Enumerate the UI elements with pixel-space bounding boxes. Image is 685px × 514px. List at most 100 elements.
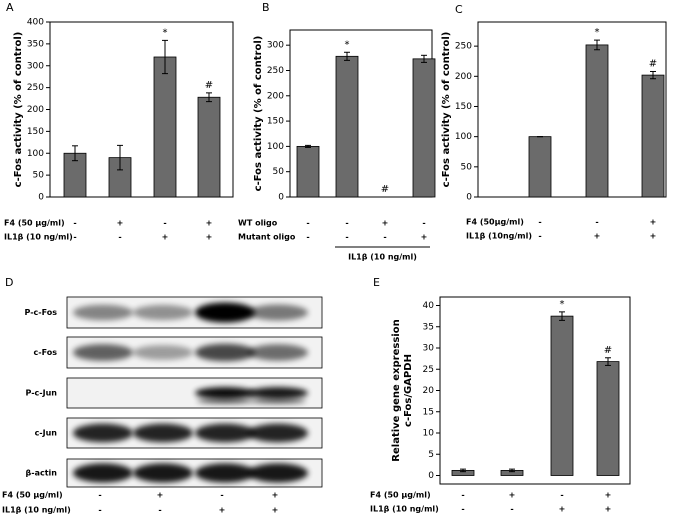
blot-band — [73, 344, 133, 361]
y-tick-label: 10 — [423, 429, 435, 439]
significance-mark: # — [604, 345, 612, 356]
condition-sign: - — [461, 491, 464, 500]
blot-band — [248, 387, 308, 399]
condition-sign: + — [559, 505, 566, 514]
y-tick-label: 25 — [423, 365, 434, 375]
y-tick-label: 350 — [27, 39, 44, 49]
significance-mark: * — [560, 299, 565, 310]
y-tick-label: 30 — [423, 344, 435, 354]
blot-band — [73, 423, 133, 443]
bar — [585, 44, 609, 198]
blot-row-label: c-Fos — [34, 348, 58, 357]
blot-band — [248, 344, 308, 361]
condition-sign: + — [117, 219, 124, 228]
y-tick-label: 15 — [423, 407, 434, 417]
y-tick-label: 150 — [455, 102, 472, 112]
condition-sign: + — [605, 505, 612, 514]
condition-label: F4 (50μg/ml) — [466, 218, 524, 227]
y-axis-label: c-Fos activity (% of control) — [13, 32, 24, 188]
condition-sign: + — [219, 506, 226, 514]
condition-sign: + — [157, 491, 164, 500]
condition-label: IL1β (10 ng/ml) — [370, 505, 439, 514]
condition-label: F4 (50 μg/ml) — [2, 491, 63, 500]
y-tick-label: 0 — [466, 193, 472, 203]
significance-mark: * — [595, 27, 600, 38]
condition-sign: - — [345, 233, 348, 242]
condition-sign: - — [220, 491, 223, 500]
y-tick-label: 250 — [267, 66, 284, 76]
panel-label: E — [373, 276, 380, 289]
condition-sign: - — [560, 491, 563, 500]
y-tick-label: 300 — [27, 61, 44, 71]
y-tick-label: 100 — [455, 132, 472, 142]
condition-sign: - — [538, 232, 541, 241]
panel-label: C — [455, 3, 463, 16]
condition-sign: - — [422, 219, 425, 228]
condition-label: IL1β (10 ng/ml) — [2, 506, 71, 514]
bar — [412, 58, 436, 198]
significance-mark: * — [345, 39, 350, 50]
blot-band — [133, 304, 193, 321]
blot-band — [133, 345, 193, 360]
condition-sign: - — [98, 491, 101, 500]
condition-sign: - — [158, 506, 161, 514]
condition-sign: - — [510, 505, 513, 514]
y-tick-label: 50 — [33, 171, 45, 181]
y-tick-label: 200 — [267, 91, 284, 101]
panel-label: B — [262, 1, 270, 14]
condition-sign: - — [383, 233, 386, 242]
y-tick-label: 400 — [27, 18, 44, 28]
significance-mark: # — [381, 184, 389, 195]
blot-band — [195, 343, 255, 362]
condition-sign: - — [538, 218, 541, 227]
condition-label: WT oligo — [238, 219, 278, 228]
condition-sign: + — [162, 233, 169, 242]
condition-sign: + — [206, 219, 213, 228]
condition-sign: + — [605, 491, 612, 500]
y-tick-label: 0 — [278, 193, 284, 203]
y-axis-label: c-Fos activity (% of control) — [441, 32, 452, 188]
significance-mark: # — [205, 80, 213, 91]
y-tick-label: 0 — [38, 193, 44, 203]
y-tick-label: 250 — [27, 83, 44, 93]
condition-label: IL1β (10ng/ml) — [466, 232, 532, 241]
blot-band — [248, 423, 308, 443]
condition-sign: - — [163, 219, 166, 228]
y-tick-label: 200 — [455, 72, 472, 82]
condition-sign: + — [594, 232, 601, 241]
condition-label: Mutant oligo — [238, 233, 296, 242]
condition-sign: + — [421, 233, 428, 242]
condition-sign: - — [345, 219, 348, 228]
y-tick-label: 150 — [267, 117, 284, 127]
y-axis-label: c-Fos/GAPDH — [403, 354, 414, 427]
y-tick-label: 100 — [267, 142, 284, 152]
significance-mark: # — [649, 58, 657, 69]
y-tick-label: 300 — [267, 41, 284, 51]
blot-row-label: P-c-Fos — [24, 308, 57, 317]
bar — [296, 145, 320, 198]
blot-band — [248, 304, 308, 321]
significance-mark: * — [163, 27, 168, 38]
condition-sign: - — [118, 233, 121, 242]
blot-band — [250, 398, 306, 404]
blot-band — [248, 463, 308, 483]
bar — [528, 136, 552, 198]
blot-band — [133, 423, 193, 443]
panel-label: A — [6, 1, 14, 14]
y-tick-label: 0 — [428, 471, 434, 481]
bar — [550, 315, 574, 476]
blot-band — [195, 302, 255, 323]
y-axis-label: Relative gene expression — [391, 319, 402, 461]
bar — [596, 361, 620, 476]
condition-sign: - — [98, 506, 101, 514]
condition-sign: + — [272, 491, 279, 500]
bar — [153, 56, 177, 198]
blot-band — [195, 423, 255, 443]
condition-sign: + — [272, 506, 279, 514]
condition-sign: - — [595, 218, 598, 227]
condition-label: F4 (50 μg/ml) — [4, 219, 65, 228]
bar — [197, 96, 221, 198]
condition-label: F4 (50 μg/ml) — [370, 491, 431, 500]
condition-sign: + — [382, 219, 389, 228]
